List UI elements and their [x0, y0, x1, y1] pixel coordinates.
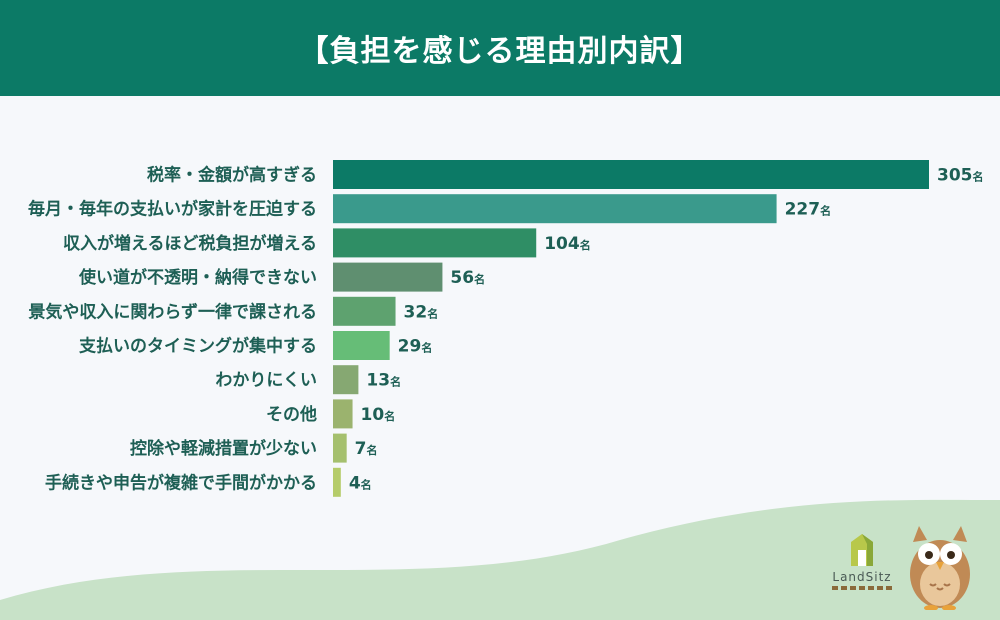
bar — [333, 296, 396, 326]
bar — [333, 228, 537, 258]
unit-label: 名 — [580, 238, 591, 252]
logo-text: LandSitz — [832, 570, 892, 584]
bar — [333, 433, 347, 463]
category-label: わかりにくい — [215, 371, 317, 391]
value-label: 56名 — [450, 268, 485, 288]
landsitz-logo: LandSitz — [826, 532, 898, 606]
unit-label: 名 — [820, 204, 831, 218]
bar — [333, 262, 443, 292]
value-label: 10名 — [361, 405, 396, 425]
category-label: 控除や軽減措置が少ない — [130, 438, 317, 459]
owl-mascot-icon — [910, 526, 970, 610]
value-label: 7名 — [355, 439, 378, 459]
logo-underline — [832, 586, 892, 590]
value-label: 4名 — [349, 473, 372, 493]
unit-label: 名 — [427, 306, 438, 320]
category-label: 収入が増えるほど税負担が増える — [63, 233, 317, 254]
bar — [333, 331, 390, 360]
house-logo-icon — [851, 534, 873, 566]
category-label: 使い道が不透明・納得できない — [78, 267, 317, 288]
category-label: 支払いのタイミングが集中する — [79, 336, 317, 357]
bar — [333, 365, 359, 395]
unit-label: 名 — [474, 272, 485, 286]
value-label: 29名 — [398, 337, 433, 357]
bar — [333, 467, 341, 497]
unit-label: 名 — [390, 375, 401, 389]
category-label: その他 — [266, 404, 317, 425]
bar — [333, 399, 353, 429]
value-label: 104名 — [544, 234, 591, 254]
bar — [333, 160, 929, 189]
bottom-wave — [0, 499, 1000, 620]
unit-label: 名 — [367, 443, 378, 457]
value-label: 305名 — [937, 166, 984, 186]
category-label: 税率・金額が高すぎる — [147, 165, 317, 186]
value-label: 227名 — [785, 200, 832, 220]
header-banner: 【負担を感じる理由別内訳】 — [0, 0, 1000, 96]
category-label: 手続きや申告が複雑で手間がかかる — [45, 472, 317, 493]
category-label: 景気や収入に関わらず一律で課される — [28, 301, 317, 322]
unit-label: 名 — [384, 409, 395, 423]
unit-label: 名 — [421, 341, 432, 355]
unit-label: 名 — [973, 170, 984, 184]
category-label: 毎月・毎年の支払いが家計を圧迫する — [28, 199, 317, 220]
bar — [333, 194, 777, 224]
value-label: 13名 — [366, 371, 401, 391]
unit-label: 名 — [361, 477, 372, 491]
chart-title: 【負担を感じる理由別内訳】 — [298, 34, 702, 69]
value-label: 32名 — [404, 302, 439, 322]
